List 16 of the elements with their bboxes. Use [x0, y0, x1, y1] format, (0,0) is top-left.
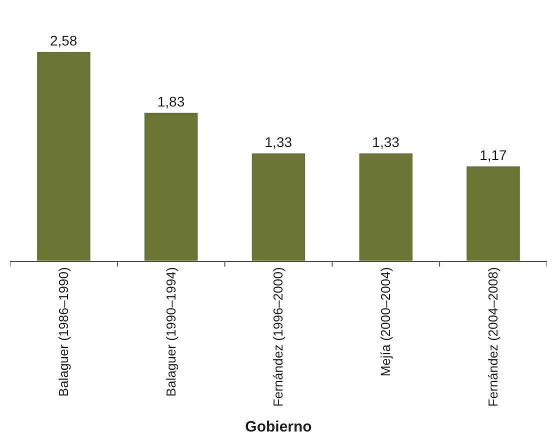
- bar: [144, 112, 198, 261]
- x-axis-title: Gobierno: [245, 418, 312, 436]
- x-tick-label: Mejía (2000–2004): [378, 267, 394, 376]
- data-label: 2,58: [50, 32, 78, 49]
- bar: [251, 152, 306, 261]
- x-tick-label: Fernández (1996–2000): [270, 267, 286, 407]
- x-tick-label: Balaguer (1990–1994): [163, 267, 178, 397]
- bar: [358, 152, 413, 261]
- data-label: 1,17: [480, 147, 508, 164]
- x-tick-label: Balaguer (1986–1990): [56, 267, 71, 397]
- data-label: 1,83: [157, 94, 185, 110]
- bar: [36, 51, 91, 261]
- data-label: 1,33: [264, 134, 292, 150]
- data-label: 1,33: [372, 134, 400, 150]
- x-tick-label: Fernández (2004–2008): [486, 267, 501, 407]
- bar: [466, 166, 520, 261]
